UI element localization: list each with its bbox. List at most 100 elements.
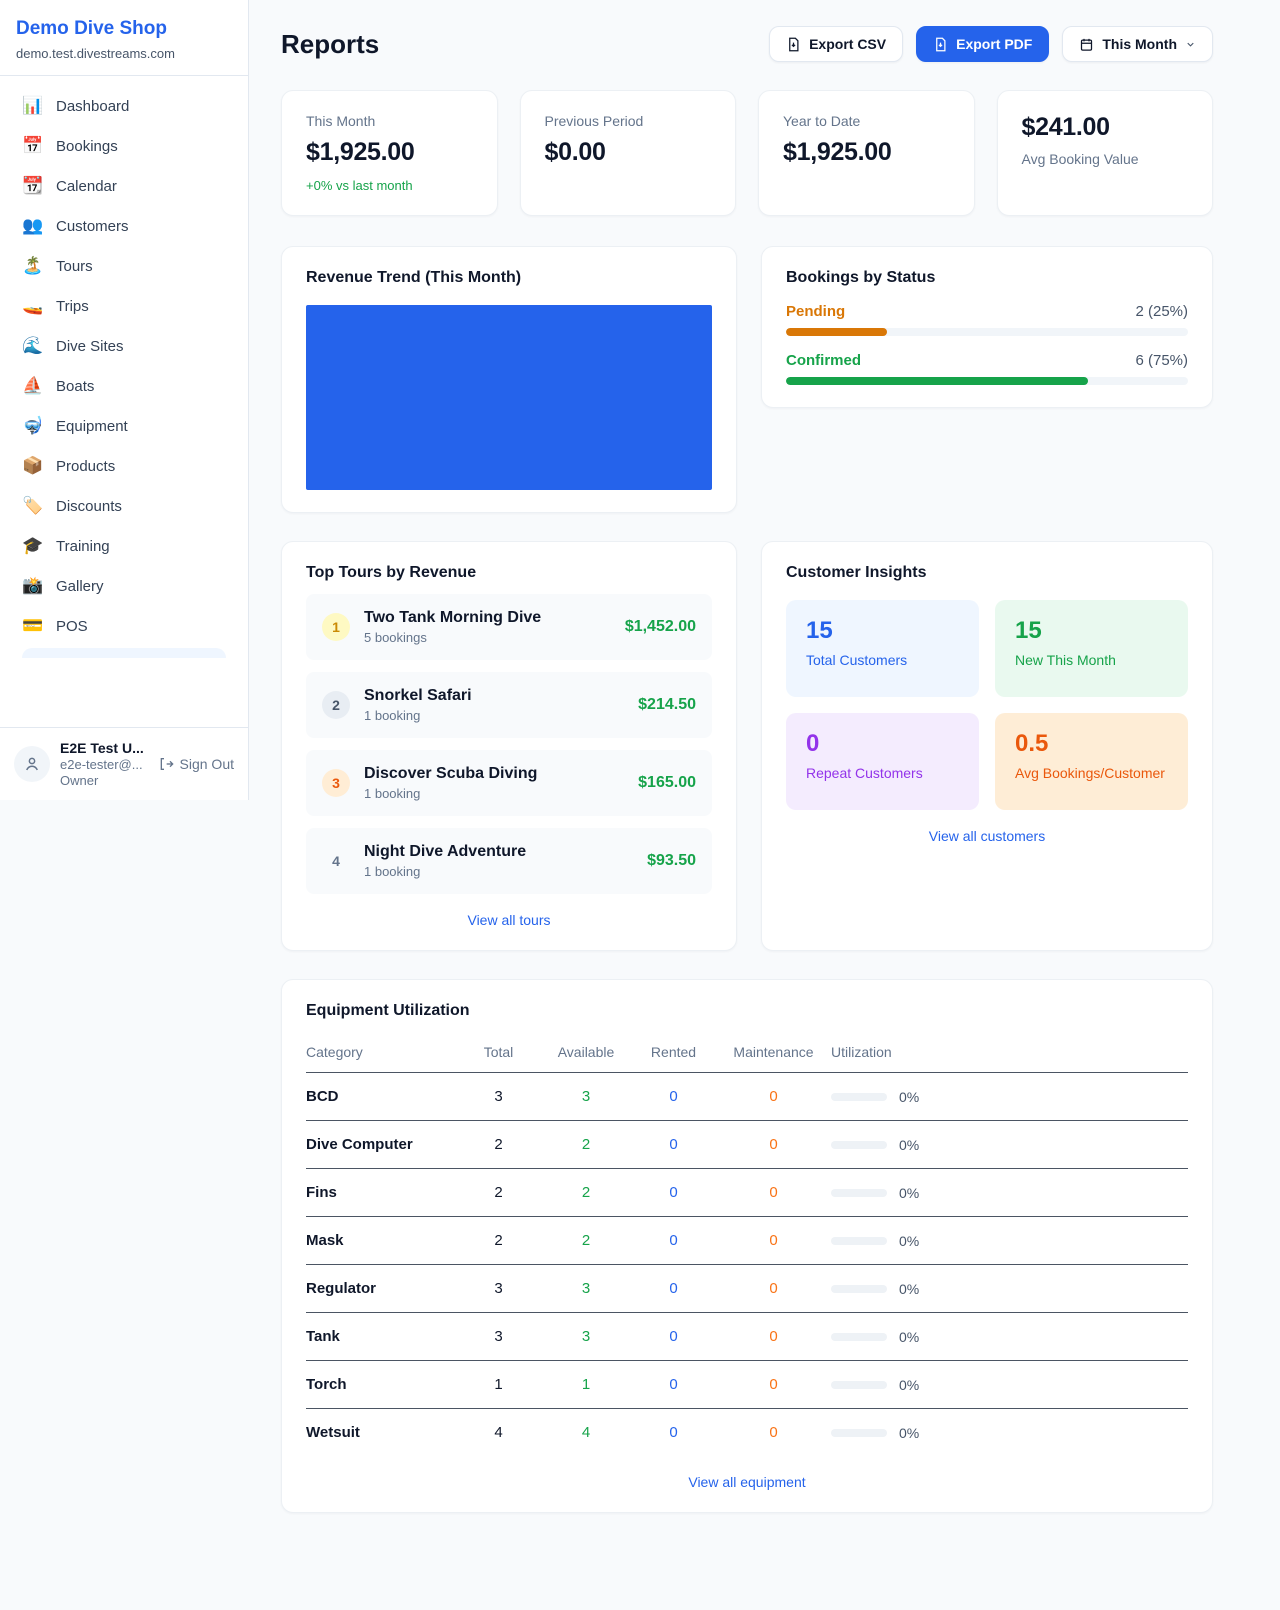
main-content: Reports Export CSV Export PDF This Month bbox=[281, 0, 1213, 1513]
cell-available: 1 bbox=[541, 1360, 631, 1409]
sign-out-label: Sign Out bbox=[179, 756, 234, 772]
cell-total: 2 bbox=[456, 1168, 541, 1217]
sidebar-item-bookings[interactable]: 📅 Bookings bbox=[12, 126, 236, 166]
cell-available: 2 bbox=[541, 1120, 631, 1169]
insight-tile-new-this-month: 15 New This Month bbox=[995, 600, 1188, 697]
sidebar-item-label: Bookings bbox=[56, 137, 118, 155]
stat-value: $241.00 bbox=[1021, 113, 1111, 141]
sidebar-item-tours[interactable]: 🏝️ Tours bbox=[12, 246, 236, 286]
export-csv-label: Export CSV bbox=[809, 36, 887, 52]
sidebar-item-label: Products bbox=[56, 457, 116, 475]
tile-label: Avg Bookings/Customer bbox=[1015, 765, 1165, 781]
sidebar-item-dive-sites[interactable]: 🌊 Dive Sites bbox=[12, 326, 236, 366]
insight-tile-repeat-customers: 0 Repeat Customers bbox=[786, 713, 979, 810]
sidebar-item-discounts[interactable]: 🏷️ Discounts bbox=[12, 486, 236, 526]
cell-maintenance: 0 bbox=[716, 1264, 831, 1313]
label-tag-icon: 🏷️ bbox=[22, 496, 44, 515]
export-pdf-button[interactable]: Export PDF bbox=[916, 26, 1050, 62]
sidebar-item-pos[interactable]: 💳 POS bbox=[12, 606, 236, 646]
top-tours-card: Top Tours by Revenue 1 Two Tank Morning … bbox=[281, 541, 737, 951]
tile-value: 0.5 bbox=[1015, 730, 1049, 757]
file-download-icon bbox=[789, 37, 799, 51]
pending-progress-track bbox=[786, 328, 1188, 336]
tile-value: 0 bbox=[806, 730, 820, 757]
cell-rented: 0 bbox=[631, 1264, 716, 1313]
camera-icon: 📸 bbox=[22, 576, 44, 595]
table-row: Regulator 3 3 0 0 0% bbox=[306, 1264, 1188, 1313]
cell-maintenance: 0 bbox=[716, 1168, 831, 1217]
confirmed-progress-bar bbox=[786, 377, 1088, 385]
table-row: Tank 3 3 0 0 0% bbox=[306, 1312, 1188, 1361]
view-all-equipment-link[interactable]: View all equipment bbox=[688, 1474, 806, 1490]
sidebar-item-boats[interactable]: ⛵ Boats bbox=[12, 366, 236, 406]
shop-domain: demo.test.divestreams.com bbox=[16, 46, 175, 61]
avatar bbox=[14, 746, 50, 782]
rank-badge: 3 bbox=[322, 769, 350, 797]
sidebar-item-gallery[interactable]: 📸 Gallery bbox=[12, 566, 236, 606]
status-group-pending: Pending 2 (25%) bbox=[786, 303, 1188, 336]
tour-name: Night Dive Adventure bbox=[364, 843, 527, 860]
utilization-bar bbox=[831, 1380, 887, 1389]
sidebar-item-training[interactable]: 🎓 Training bbox=[12, 526, 236, 566]
sidebar-item-label: Dashboard bbox=[56, 97, 130, 115]
tour-row: 3 Discover Scuba Diving 1 booking $165.0… bbox=[306, 750, 712, 816]
period-dropdown[interactable]: This Month bbox=[1062, 26, 1213, 62]
sign-out-button[interactable]: Sign Out bbox=[158, 756, 234, 772]
view-all-tours-link[interactable]: View all tours bbox=[467, 912, 551, 928]
utilization-pct: 0% bbox=[899, 1376, 920, 1393]
equipment-utilization-title: Equipment Utilization bbox=[306, 1002, 470, 1019]
tour-revenue: $93.50 bbox=[647, 852, 696, 869]
sidebar-item-label: POS bbox=[56, 617, 88, 635]
page-header: Reports Export CSV Export PDF This Month bbox=[281, 26, 1213, 62]
stat-card-this-month: This Month $1,925.00 +0% vs last month bbox=[281, 90, 498, 216]
cell-available: 2 bbox=[541, 1168, 631, 1217]
graduation-cap-icon: 🎓 bbox=[22, 536, 44, 555]
sidebar-item-dashboard[interactable]: 📊 Dashboard bbox=[12, 86, 236, 126]
chevron-down-icon bbox=[1187, 42, 1194, 47]
table-row: Dive Computer 2 2 0 0 0% bbox=[306, 1120, 1188, 1169]
user-role: Owner bbox=[60, 773, 99, 788]
calendar-outline-icon bbox=[1081, 38, 1093, 51]
rank-badge: 4 bbox=[332, 853, 340, 869]
sidebar-item-equipment[interactable]: 🤿 Equipment bbox=[12, 406, 236, 446]
cell-maintenance: 0 bbox=[716, 1360, 831, 1409]
cell-rented: 0 bbox=[631, 1312, 716, 1361]
insight-tile-total-customers: 15 Total Customers bbox=[786, 600, 979, 697]
tour-bookings: 1 booking bbox=[364, 708, 421, 723]
view-all-customers-link[interactable]: View all customers bbox=[928, 828, 1046, 844]
calendar-icon: 📅 bbox=[22, 136, 44, 155]
people-icon: 👥 bbox=[22, 216, 44, 235]
table-row: BCD 3 3 0 0 0% bbox=[306, 1072, 1188, 1121]
cell-available: 2 bbox=[541, 1216, 631, 1265]
sidebar-item-calendar[interactable]: 📆 Calendar bbox=[12, 166, 236, 206]
cell-category: Dive Computer bbox=[306, 1120, 456, 1169]
cell-maintenance: 0 bbox=[716, 1312, 831, 1361]
cell-category: Wetsuit bbox=[306, 1424, 360, 1441]
utilization-bar bbox=[831, 1140, 887, 1149]
cell-maintenance: 0 bbox=[716, 1120, 831, 1169]
sidebar-item-label: Dive Sites bbox=[56, 337, 124, 355]
person-icon bbox=[26, 757, 38, 771]
top-tours-title: Top Tours by Revenue bbox=[306, 564, 477, 581]
stat-card-year-to-date: Year to Date $1,925.00 bbox=[758, 90, 975, 216]
sidebar-item-products[interactable]: 📦 Products bbox=[12, 446, 236, 486]
cell-available: 3 bbox=[541, 1072, 631, 1121]
cell-total: 2 bbox=[456, 1216, 541, 1265]
sidebar-item-customers[interactable]: 👥 Customers bbox=[12, 206, 236, 246]
header-actions: Export CSV Export PDF This Month bbox=[769, 26, 1213, 62]
cell-rented: 0 bbox=[631, 1120, 716, 1169]
sidebar-item-reports-partial[interactable] bbox=[22, 648, 226, 658]
user-email: e2e-tester@... bbox=[60, 757, 143, 772]
cell-total: 1 bbox=[456, 1360, 541, 1409]
sidebar-item-trips[interactable]: 🚤 Trips bbox=[12, 286, 236, 326]
sidebar-item-label: Training bbox=[56, 537, 110, 555]
status-label-pending: Pending bbox=[786, 303, 846, 320]
table-row: Fins 2 2 0 0 0% bbox=[306, 1168, 1188, 1217]
brand-block: Demo Dive Shop demo.test.divestreams.com bbox=[0, 0, 248, 76]
speedboat-icon: 🚤 bbox=[22, 296, 44, 315]
tile-value: 15 bbox=[806, 617, 833, 644]
col-header-total: Total bbox=[456, 1034, 541, 1073]
utilization-bar bbox=[831, 1284, 887, 1293]
export-csv-button[interactable]: Export CSV bbox=[769, 26, 904, 62]
tour-bookings: 5 bookings bbox=[364, 630, 427, 645]
